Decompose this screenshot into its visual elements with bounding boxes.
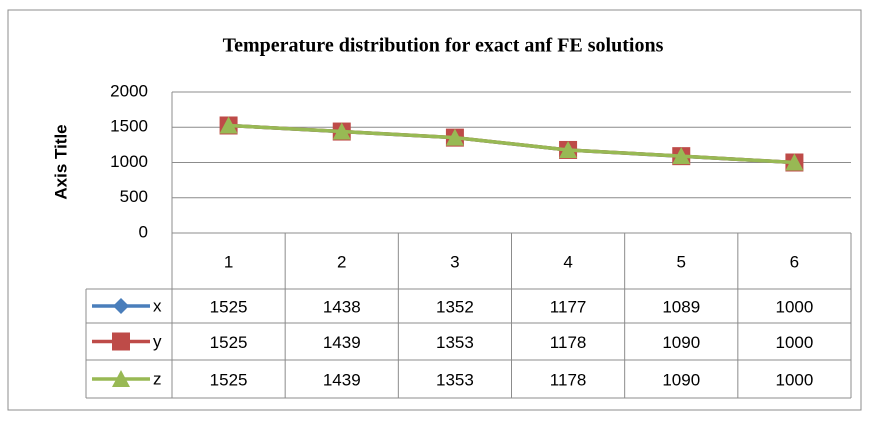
marker [219,116,238,134]
x-tick-label: 5 [677,252,686,271]
x-tick-label: 6 [790,252,799,271]
table-value: 1439 [323,333,361,352]
legend-label: x [153,296,162,315]
y-axis-title: Axis Title [51,124,70,199]
table-value: 1089 [662,297,700,316]
x-tick-label: 1 [224,252,233,271]
y-tick-label: 1000 [110,152,148,171]
table-value: 1353 [436,370,474,389]
y-tick-label: 2000 [110,81,148,100]
table-value: 1525 [210,297,248,316]
table-value: 1525 [210,333,248,352]
table-value: 1352 [436,297,474,316]
table-value: 1525 [210,370,248,389]
y-tick-label: 0 [139,222,148,241]
marker [112,370,130,387]
marker [785,153,804,171]
table-value: 1000 [776,297,814,316]
marker [332,122,351,140]
x-tick-label: 4 [563,252,572,271]
table-value: 1438 [323,297,361,316]
x-tick-label: 2 [337,252,346,271]
table-value: 1439 [323,370,361,389]
legend-label: z [153,369,162,388]
y-tick-label: 1500 [110,117,148,136]
marker [672,147,691,165]
table-value: 1000 [776,370,814,389]
series-line [228,123,795,165]
marker [559,140,578,158]
table-value: 1090 [662,333,700,352]
y-tick-label: 500 [120,187,148,206]
chart-title: Temperature distribution for exact anf F… [223,35,664,57]
marker [113,298,129,314]
marker [445,128,464,146]
table-value: 1178 [550,333,587,352]
table-value: 1000 [776,333,814,352]
marker [112,332,130,351]
table-value: 1353 [436,333,474,352]
table-value: 1178 [550,370,587,389]
legend-label: y [153,332,162,351]
x-tick-label: 3 [450,252,459,271]
table-value: 1090 [662,370,700,389]
table-value: 1177 [550,297,587,316]
chart-border [7,9,862,411]
